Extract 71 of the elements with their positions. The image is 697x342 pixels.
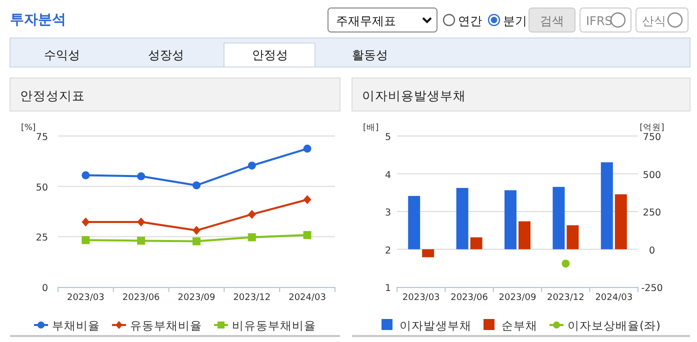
legend-label: 비유동부채비율 <box>232 318 316 332</box>
point <box>192 226 200 235</box>
y-axis-title: [%] <box>21 123 36 133</box>
x-tick-label: 2023/09 <box>498 293 536 303</box>
text: 주재무제표 <box>336 14 396 28</box>
point <box>303 195 312 204</box>
text: 성장성 <box>148 48 184 62</box>
bar <box>470 237 482 250</box>
bar <box>456 188 468 250</box>
x-tick-label: 2023/12 <box>547 293 584 303</box>
point <box>82 236 90 244</box>
point <box>248 162 256 170</box>
point <box>137 236 146 245</box>
x-tick-label: 2023/03 <box>402 293 440 303</box>
bar <box>518 221 530 250</box>
bar <box>552 186 565 250</box>
bar <box>614 194 627 250</box>
x-tick-label: 2023/12 <box>233 293 271 303</box>
y2-tick-label: -250 <box>641 283 663 294</box>
x-tick-label: 2023/06 <box>122 293 160 303</box>
chart-title: 이자비용발생부채 <box>362 88 466 103</box>
legend-label: 이자보상배율(좌) <box>568 318 660 332</box>
y-tick-label: 50 <box>36 182 48 194</box>
text: 분기 <box>503 14 527 28</box>
y-tick-label: 1 <box>384 283 391 294</box>
point <box>248 210 256 219</box>
point <box>137 172 146 180</box>
point <box>192 181 200 190</box>
y-tick-label: 5 <box>384 132 391 143</box>
text: 투자분석 <box>10 12 66 28</box>
legend-label: 이자발생부채 <box>400 318 472 332</box>
y2-tick-label: 250 <box>642 208 662 218</box>
bar <box>504 190 516 250</box>
text: IFRS <box>586 14 612 28</box>
point <box>303 231 312 240</box>
x-tick-label: 2023/03 <box>67 293 104 303</box>
point <box>192 237 200 246</box>
legend-label: 부채비율 <box>52 318 100 332</box>
y-tick-label: 75 <box>36 132 48 143</box>
y-axis-title: [배] <box>363 123 379 133</box>
y2-tick-label: 500 <box>642 170 662 181</box>
text: 검색 <box>540 14 564 28</box>
text: 수익성 <box>44 48 80 62</box>
x-tick-label: 2024/03 <box>595 293 633 303</box>
bar <box>422 249 434 258</box>
y-tick-label: 2 <box>384 245 391 256</box>
point <box>137 217 146 226</box>
text: 연간 <box>458 14 482 28</box>
y-tick-label: 3 <box>384 208 391 218</box>
bar <box>566 225 579 250</box>
y-tick-label: 4 <box>384 170 391 181</box>
bar <box>408 196 420 250</box>
text: 산식 <box>642 14 666 28</box>
chart-title: 안정성지표 <box>20 88 85 103</box>
y-tick-label: 0 <box>42 283 48 294</box>
point <box>248 233 256 242</box>
text: 활동성 <box>352 48 388 62</box>
y2-axis-title: [억원] <box>640 123 664 133</box>
y2-tick-label: 0 <box>648 245 656 256</box>
point <box>82 171 90 180</box>
x-tick-label: 2024/03 <box>288 293 326 303</box>
point <box>303 144 312 153</box>
text: 안정성 <box>252 48 288 62</box>
legend-label: 순부채 <box>502 318 538 332</box>
bar <box>600 162 613 250</box>
point <box>82 217 90 226</box>
x-tick-label: 2023/06 <box>450 293 488 303</box>
y2-tick-label: 750 <box>642 132 662 143</box>
x-tick-label: 2023/09 <box>178 293 216 303</box>
y-tick-label: 25 <box>36 232 48 244</box>
legend-label: 유동부채비율 <box>130 318 202 332</box>
